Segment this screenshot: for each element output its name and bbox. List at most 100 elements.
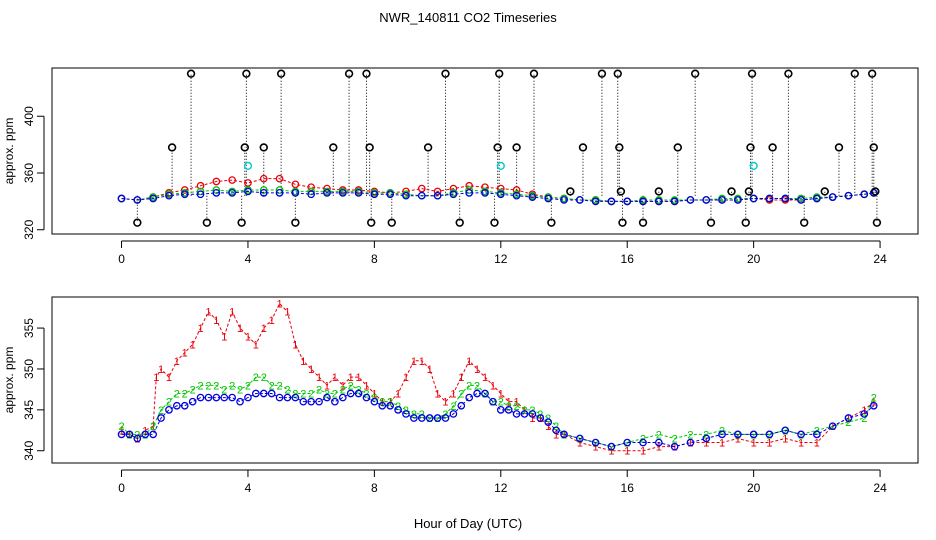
flag-point-black [547, 218, 556, 227]
bottom-series-1-point: 1 [284, 307, 290, 319]
bottom-series-2-point: 2 [450, 401, 456, 413]
bottom-series-1-point: 1 [545, 421, 551, 433]
flag-point-black [167, 143, 177, 152]
flag-point-black [869, 143, 878, 152]
flag-point-black [867, 69, 877, 78]
bottom-series-3-point [457, 401, 466, 410]
bottom-series-1-point: 1 [624, 446, 630, 458]
flag-point-black [387, 218, 396, 227]
flag-point-black [872, 218, 882, 227]
flag-point-black [367, 218, 376, 227]
top-series-3-point [496, 190, 505, 199]
bottom-series-2-point: 2 [182, 388, 188, 400]
flag-point-black [242, 69, 251, 78]
bottom-x-tick-label: 20 [747, 481, 761, 495]
bottom-series-2-point: 2 [687, 429, 693, 441]
bottom-series-1-point: 1 [466, 356, 472, 368]
top-series-1-point [512, 186, 521, 194]
bottom-series-3-point [212, 393, 221, 402]
bottom-series-1-point: 1 [308, 364, 314, 376]
flag-point-black [834, 143, 844, 152]
top-series-1-point [244, 179, 252, 187]
top-series-3-point [733, 196, 742, 204]
bottom-series-3-point [165, 405, 173, 414]
top-series-3-point [133, 196, 142, 204]
top-series-3-point [765, 194, 774, 203]
bottom-series-2-point: 2 [316, 384, 322, 396]
top-y-tick-label: 400 [22, 106, 36, 126]
bottom-series-1-point: 1 [245, 331, 251, 343]
bottom-series-1-point: 1 [174, 356, 180, 368]
bottom-series-3-point [654, 438, 663, 447]
top-series-3-point [465, 189, 474, 197]
top-series-3-point [402, 191, 410, 200]
top-series-1-point [417, 184, 426, 193]
flag-point-black [746, 143, 755, 152]
bottom-series-1-point: 1 [529, 413, 535, 425]
bottom-series-2-point: 2 [261, 372, 267, 384]
bottom-series-3-point [307, 397, 316, 406]
top-series-3-point [686, 196, 695, 204]
bottom-series-3-point [149, 430, 157, 439]
bottom-series-3-point [402, 410, 410, 418]
bottom-series-3-point [259, 389, 268, 398]
bottom-x-tick-label: 4 [245, 481, 252, 495]
top-series-1-point [449, 184, 458, 193]
bottom-series-3-point [520, 410, 529, 418]
top-y-axis-label: approx. ppm [2, 118, 16, 185]
bottom-series-2-point: 2 [284, 384, 290, 396]
top-series-2-point [465, 186, 474, 194]
top-series-3-point [244, 187, 252, 196]
bottom-series-3-point [417, 414, 426, 422]
bottom-series-1-point: 1 [735, 433, 741, 445]
bottom-series-3-point [346, 389, 355, 398]
bottom-series-1-point: 1 [498, 388, 504, 400]
top-series-3-point [813, 194, 821, 203]
bottom-series-1-point: 1 [292, 339, 298, 351]
bottom-series-2-point: 2 [221, 384, 227, 396]
top-x-tick-label: 16 [621, 252, 635, 266]
bottom-series-1-point: 1 [450, 388, 456, 400]
bottom-series-2-point: 2 [269, 380, 275, 392]
flag-point-black [495, 69, 504, 78]
top-series-1-point [307, 183, 316, 192]
bottom-series-2-point: 2 [427, 413, 433, 425]
bottom-series-3-point [449, 410, 458, 418]
bottom-series-3-point [536, 414, 545, 422]
flag-point-black [615, 143, 624, 152]
flag-point-black [850, 69, 859, 78]
bottom-series-3-point [315, 397, 323, 406]
flag-point-black [741, 218, 750, 227]
flag-point-black [423, 143, 433, 152]
top-series-3-point [259, 189, 268, 197]
top-series-3-point [670, 197, 679, 206]
bottom-series-2-point: 2 [474, 380, 480, 392]
bottom-series-2-point: 2 [435, 413, 441, 425]
top-data-marks [117, 69, 882, 227]
bottom-series-3-point [180, 401, 189, 410]
bottom-series-3-point [252, 389, 260, 398]
bottom-series-3-point [157, 414, 165, 422]
top-series-1-point [180, 186, 189, 194]
bottom-series-1-point: 1 [411, 356, 417, 368]
bottom-series-1-point: 1 [593, 442, 599, 454]
bottom-series-1-point: 1 [419, 356, 425, 368]
bottom-series-1-point: 1 [845, 413, 851, 425]
top-series-3-point [291, 189, 300, 197]
bottom-y-tick-label: 340 [22, 440, 36, 460]
bottom-series-1-point: 1 [229, 307, 235, 319]
bottom-series-3-point [125, 430, 134, 439]
bottom-series-1-point: 1 [458, 372, 464, 384]
top-series-3-point [654, 197, 663, 206]
flag-point-black [768, 143, 777, 152]
bottom-series-2-point: 2 [766, 429, 772, 441]
bottom-series-3-point [386, 401, 395, 410]
bottom-series-1-point: 1 [340, 380, 346, 392]
bottom-series-3-point [749, 430, 758, 439]
bottom-series-2-point: 2 [624, 438, 630, 450]
bottom-series-1-point: 1 [474, 364, 480, 376]
top-series-3-point [323, 189, 331, 197]
bottom-series-1-point: 1 [261, 323, 267, 335]
bottom-series-3-point [133, 434, 142, 443]
